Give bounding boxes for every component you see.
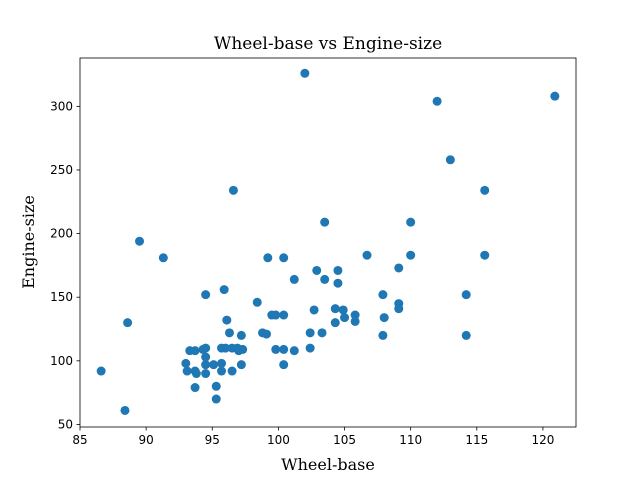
x-tick-label: 95	[205, 433, 220, 447]
y-tick-label: 100	[50, 354, 73, 368]
y-tick-label: 50	[58, 417, 73, 431]
plot-frame	[79, 57, 577, 428]
x-tick-label: 110	[399, 433, 422, 447]
data-point	[201, 352, 211, 362]
data-point	[480, 185, 490, 195]
data-point	[305, 328, 315, 338]
data-point	[211, 381, 221, 391]
data-point	[378, 330, 388, 340]
x-axis-label: Wheel-base	[281, 455, 375, 474]
data-point	[252, 297, 262, 307]
data-point	[227, 366, 237, 376]
data-point	[461, 290, 471, 300]
y-axis-label: Engine-size	[19, 195, 38, 289]
y-tick-label: 300	[50, 99, 73, 113]
data-point	[378, 290, 388, 300]
x-tick-label: 100	[267, 433, 290, 447]
data-point	[309, 305, 319, 315]
data-point	[350, 316, 360, 326]
data-point	[289, 274, 299, 284]
data-point	[350, 310, 360, 320]
x-axis-ticks: 85 90 95 100 105 110 115 120	[72, 427, 554, 447]
data-points	[96, 68, 560, 415]
data-point	[279, 253, 289, 263]
data-point	[219, 285, 229, 295]
data-point	[333, 278, 343, 288]
data-point	[432, 96, 442, 106]
data-point	[261, 329, 271, 339]
data-point	[317, 328, 327, 338]
data-point	[305, 343, 315, 353]
data-point	[271, 344, 281, 354]
x-tick-label: 105	[333, 433, 356, 447]
data-point	[550, 91, 560, 101]
data-point	[120, 405, 130, 415]
data-point	[228, 185, 238, 195]
y-axis-ticks: 50 100 150 200 250 300	[50, 99, 80, 431]
data-point	[461, 330, 471, 340]
data-point	[191, 369, 201, 379]
data-point	[238, 344, 248, 354]
data-point	[217, 358, 227, 368]
data-point	[201, 360, 211, 370]
data-point	[190, 383, 200, 393]
data-point	[271, 310, 281, 320]
data-point	[201, 343, 211, 353]
data-point	[340, 313, 350, 323]
data-point	[289, 346, 299, 356]
data-point	[263, 253, 273, 263]
data-point	[379, 313, 389, 323]
data-point	[320, 217, 330, 227]
data-point	[320, 274, 330, 284]
data-point	[123, 318, 133, 328]
data-point	[181, 358, 191, 368]
data-point	[333, 265, 343, 275]
x-tick-label: 85	[72, 433, 87, 447]
data-point	[236, 330, 246, 340]
data-point	[300, 68, 310, 78]
data-point	[279, 344, 289, 354]
data-point	[312, 265, 322, 275]
data-point	[201, 290, 211, 300]
data-point	[158, 253, 168, 263]
data-point	[279, 310, 289, 320]
data-point	[182, 366, 192, 376]
data-point	[362, 250, 372, 260]
data-point	[209, 360, 219, 370]
data-point	[394, 263, 404, 273]
data-point	[224, 328, 234, 338]
data-point	[222, 315, 232, 325]
data-point	[96, 366, 106, 376]
data-point	[330, 304, 340, 314]
y-tick-label: 200	[50, 227, 73, 241]
chart-title: Wheel-base vs Engine-size	[214, 34, 442, 54]
y-tick-label: 150	[50, 290, 73, 304]
data-point	[279, 360, 289, 370]
data-point	[480, 250, 490, 260]
y-tick-label: 250	[50, 163, 73, 177]
data-point	[330, 318, 340, 328]
data-point	[338, 305, 348, 315]
data-point	[201, 369, 211, 379]
data-point	[236, 360, 246, 370]
x-tick-label: 115	[465, 433, 488, 447]
data-point	[394, 299, 404, 309]
x-tick-label: 90	[138, 433, 153, 447]
data-point	[135, 236, 145, 246]
x-tick-label: 120	[531, 433, 554, 447]
data-point	[217, 366, 227, 376]
data-point	[211, 394, 221, 404]
data-point	[406, 250, 416, 260]
data-point	[445, 155, 455, 165]
data-point	[190, 346, 200, 356]
data-point	[406, 217, 416, 227]
data-point	[220, 343, 230, 353]
